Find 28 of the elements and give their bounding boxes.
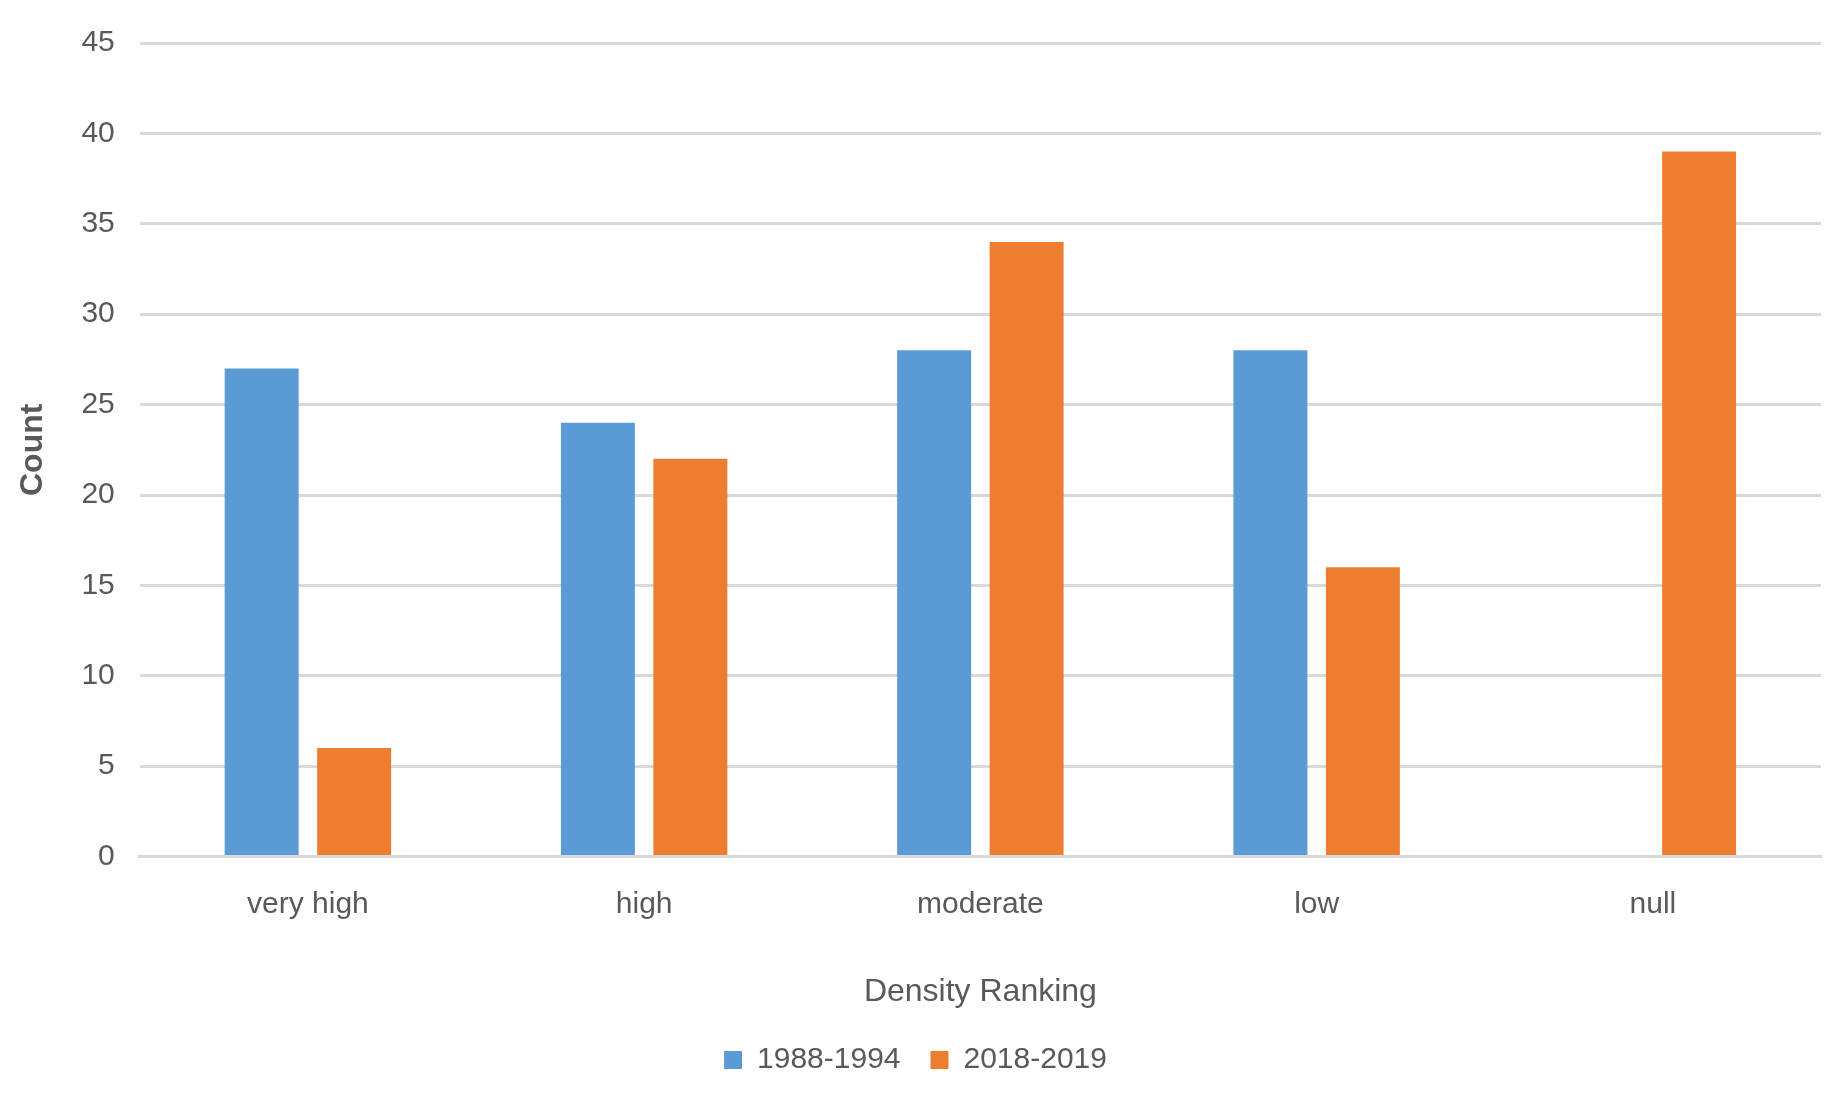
legend-label: 2018-2019 [963,1041,1107,1075]
bar [1662,151,1737,856]
legend-label: 1988-1994 [757,1041,901,1075]
x-tick-label: null [1629,885,1677,919]
y-tick-label: 30 [81,295,115,329]
y-tick-label: 10 [81,657,115,691]
x-tick-label: high [615,885,673,919]
bar [1325,567,1400,856]
bar [897,350,972,856]
y-tick-label: 45 [81,24,115,58]
y-tick-label: 20 [81,476,115,510]
y-tick-label: 15 [81,566,115,600]
bar [317,748,392,856]
bar [1233,350,1308,856]
x-tick-label: low [1294,885,1340,919]
y-axis-title: Count [13,403,50,496]
x-tick-label: moderate [917,885,1044,919]
bar [560,422,635,856]
y-tick-label: 25 [81,385,115,419]
bar [653,458,728,856]
y-tick-label: 40 [81,114,115,148]
x-tick-label: very high [247,885,369,919]
bar [989,241,1064,856]
bar [224,368,299,856]
y-tick-label: 0 [98,837,115,871]
y-tick-label: 35 [81,205,115,239]
y-tick-label: 5 [98,747,115,781]
x-axis-title: Density Ranking [863,971,1097,1008]
